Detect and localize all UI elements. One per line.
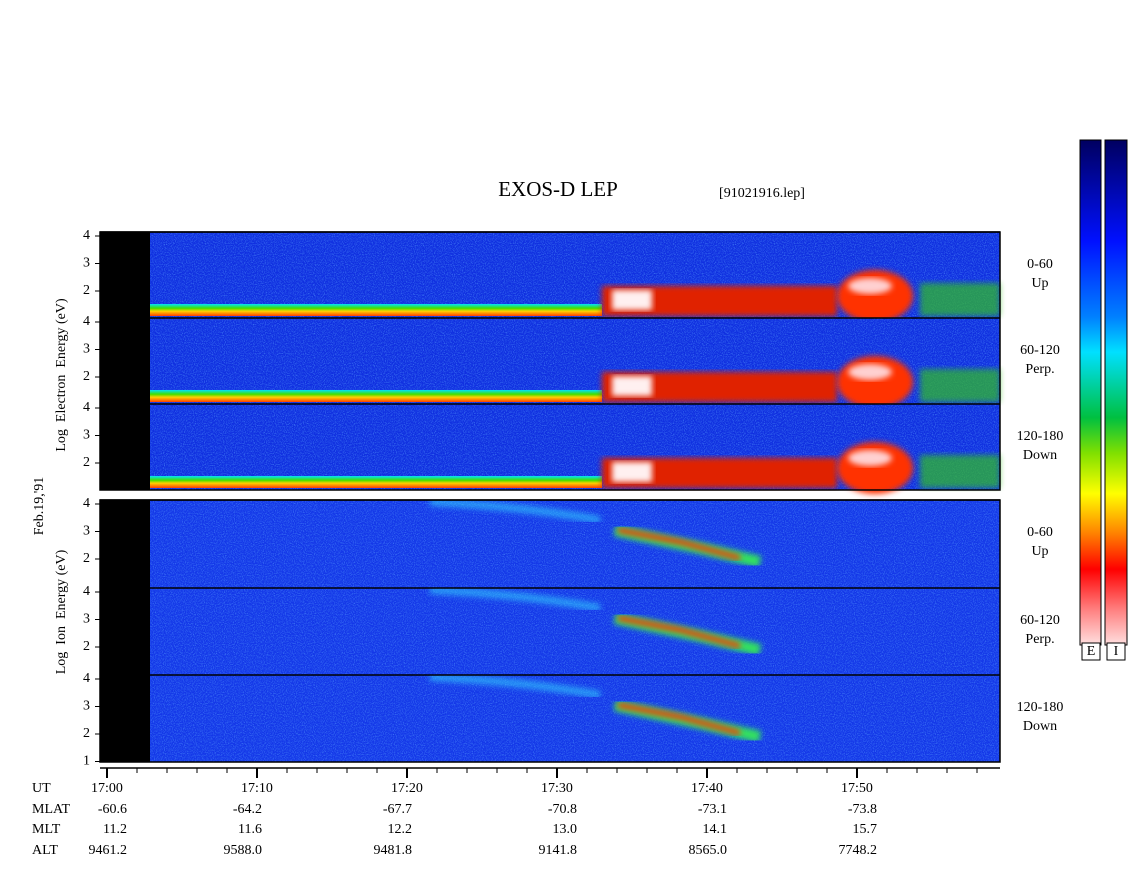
- orbit-value: 14.1: [703, 822, 728, 837]
- electron-band: [150, 390, 602, 402]
- x-tick-label: 17:20: [391, 781, 423, 796]
- y-tick-label: 4: [83, 228, 90, 243]
- electron-edge: [920, 455, 1000, 488]
- row-label: MLAT: [32, 802, 71, 817]
- y-axis-label: Log Ion Energy (eV): [54, 549, 69, 674]
- direction-label: Down: [1023, 719, 1057, 734]
- electron-burst: [837, 442, 913, 494]
- electron-burst-core: [612, 376, 652, 396]
- electron-burst: [837, 356, 913, 408]
- electron-edge: [920, 283, 1000, 316]
- ion-stream-core: [617, 615, 741, 649]
- electron-burst-core: [612, 290, 652, 310]
- labels: 4 3 2 0-60 Up 4 3 2 60-120 Perp. 4 3 2 120-180 Down Log…: [32, 228, 1063, 858]
- colorbar: [1079, 139, 1102, 646]
- orbit-value: -73.1: [698, 802, 727, 817]
- y-tick-label: 4: [83, 671, 90, 686]
- direction-label: Up: [1031, 544, 1048, 559]
- orbit-value: 11.6: [238, 822, 262, 837]
- electron-band: [150, 476, 602, 488]
- direction-label: Down: [1023, 448, 1057, 463]
- orbit-value: 9461.2: [89, 843, 128, 858]
- row-label: MLT: [32, 822, 61, 837]
- y-tick-label: 4: [83, 496, 90, 511]
- y-tick-label: 1: [83, 754, 90, 769]
- y-tick-label: 4: [83, 400, 90, 415]
- ion-stream-core: [617, 527, 741, 561]
- direction-label: Perp.: [1025, 632, 1054, 647]
- colorbar-label: I: [1114, 644, 1119, 659]
- orbit-value: 11.2: [103, 822, 127, 837]
- y-axis-label: Log Electron Energy (eV): [54, 298, 69, 452]
- y-tick-label: 2: [83, 726, 90, 741]
- panel-frame: [99, 231, 1001, 491]
- y-tick-label: 3: [83, 256, 90, 271]
- orbit-value: 9141.8: [539, 843, 578, 858]
- x-tick-label: 17:00: [91, 781, 123, 796]
- orbit-value: 9481.8: [374, 843, 413, 858]
- electron-band: [150, 304, 602, 316]
- x-tick-label: 17:10: [241, 781, 273, 796]
- angle-label: 0-60: [1027, 257, 1053, 272]
- colorbar-label: E: [1087, 644, 1096, 659]
- angle-label: 60-120: [1020, 613, 1060, 628]
- x-tick-label: 17:30: [541, 781, 573, 796]
- panel-frame: [99, 499, 1001, 763]
- orbit-value: -67.7: [383, 802, 412, 817]
- direction-label: Perp.: [1025, 362, 1054, 377]
- direction-label: Up: [1031, 276, 1048, 291]
- orbit-value: -70.8: [548, 802, 577, 817]
- y-tick-label: 2: [83, 639, 90, 654]
- file-name: [91021916.lep]: [719, 186, 805, 201]
- electron-burst: [837, 270, 913, 322]
- ion-stream: [429, 673, 601, 699]
- y-tick-label: 3: [83, 342, 90, 357]
- ion-stream: [429, 498, 601, 524]
- electron-edge: [920, 369, 1000, 402]
- y-tick-label: 3: [83, 699, 90, 714]
- orbit-value: 7748.2: [839, 843, 878, 858]
- ion-stream: [429, 586, 601, 612]
- orbit-value: -73.8: [848, 802, 877, 817]
- y-tick-label: 4: [83, 584, 90, 599]
- orbit-value: 9588.0: [224, 843, 263, 858]
- y-tick-label: 3: [83, 428, 90, 443]
- colorbar: [1104, 139, 1128, 646]
- y-tick-label: 2: [83, 455, 90, 470]
- orbit-value: -60.6: [98, 802, 127, 817]
- colorbar-label-box: [1081, 642, 1101, 661]
- angle-label: 120-180: [1017, 429, 1064, 444]
- y-tick-label: 3: [83, 612, 90, 627]
- electron-burst-core: [848, 278, 892, 294]
- electron-burst-core: [848, 450, 892, 466]
- x-tick-label: 17:40: [691, 781, 723, 796]
- chart-title: EXOS-D LEP: [498, 177, 618, 201]
- row-label: UT: [32, 781, 51, 796]
- orbit-value: 15.7: [853, 822, 878, 837]
- y-tick-label: 2: [83, 369, 90, 384]
- y-tick-label: 3: [83, 524, 90, 539]
- colorbar-label-box: [1106, 642, 1126, 661]
- data-gap: [100, 232, 150, 490]
- electron-burst-core: [612, 462, 652, 482]
- y-tick-label: 2: [83, 551, 90, 566]
- y-tick-label: 2: [83, 283, 90, 298]
- orbit-value: 8565.0: [689, 843, 728, 858]
- angle-label: 0-60: [1027, 525, 1053, 540]
- angle-label: 60-120: [1020, 343, 1060, 358]
- orbit-value: -64.2: [233, 802, 262, 817]
- orbit-value: 12.2: [388, 822, 413, 837]
- data-gap: [100, 500, 150, 762]
- ion-stream-core: [617, 702, 741, 736]
- x-tick-label: 17:50: [841, 781, 873, 796]
- y-tick-label: 4: [83, 314, 90, 329]
- orbit-value: 13.0: [553, 822, 578, 837]
- date-label: Feb.19,'91: [32, 477, 47, 536]
- electron-burst-core: [848, 364, 892, 380]
- spectrograms: [99, 231, 1001, 763]
- angle-label: 120-180: [1017, 700, 1064, 715]
- row-label: ALT: [32, 843, 58, 858]
